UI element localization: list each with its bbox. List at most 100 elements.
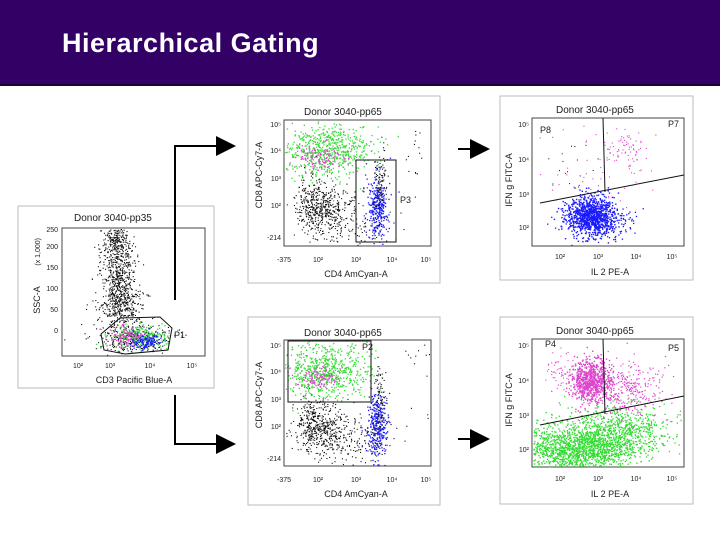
y-tick-label: -214 — [267, 456, 281, 463]
flow-arrows — [174, 136, 490, 454]
y-axis-label: CD8 APC-Cy7-A — [254, 142, 264, 209]
plot-area — [283, 119, 432, 247]
plot-ifn-il2-bottom: Donor 3040-pp65 IFN g FITC-A P4 P5 10² 1… — [499, 316, 694, 505]
x-axis-label: IL 2 PE-A — [591, 489, 629, 499]
x-tick-label: 10⁴ — [145, 363, 156, 370]
plot-cd8-cd4-bottom: Donor 3040-pp65 CD8 APC-Cy7-A P2 -214 10… — [247, 316, 441, 506]
x-tick-label: 10² — [313, 477, 324, 484]
y-axis-label: SSC-A — [32, 286, 42, 314]
gate-threshold-line — [539, 395, 685, 426]
arrow-to-top-plot — [174, 136, 236, 300]
y-tick-label: 10⁵ — [518, 122, 529, 129]
y-tick-labels: -214 10² 10³ 10⁴ 10⁵ — [267, 343, 282, 463]
y-tick-label: 10³ — [271, 397, 282, 404]
gate-label-p4: P4 — [545, 339, 556, 349]
y-axis-label: IFN g FITC-A — [504, 373, 514, 427]
slide-title: Hierarchical Gating — [62, 28, 320, 58]
y-tick-label: 10⁵ — [270, 343, 281, 350]
scatter-dots — [533, 342, 682, 468]
x-tick-label: 10⁴ — [631, 476, 642, 483]
x-axis-label: CD3 Pacific Blue-A — [96, 375, 173, 385]
gate-threshold-line — [539, 174, 685, 204]
y-tick-label: 10² — [271, 203, 282, 210]
y-tick-label: 200 — [46, 244, 58, 251]
scatter-dots — [539, 125, 657, 247]
gate-label-p5: P5 — [668, 343, 679, 353]
gate-rect-p2 — [287, 340, 372, 403]
y-unit-label: (x 1,000) — [35, 238, 42, 266]
gate-label-p1: P1 — [174, 330, 185, 340]
y-tick-label: -214 — [267, 235, 281, 242]
y-tick-label: 10² — [519, 447, 530, 454]
x-axis-label: IL 2 PE-A — [591, 267, 629, 277]
y-tick-label: 10² — [519, 225, 530, 232]
y-tick-labels: 10² 10³ 10⁴ 10⁵ — [518, 343, 529, 454]
x-tick-label: 10² — [555, 476, 566, 483]
x-tick-labels: 10² 10³ 10⁴ 10⁵ — [73, 363, 197, 370]
y-tick-labels: -214 10² 10³ 10⁴ 10⁵ — [267, 122, 282, 242]
gate-label-p7: P7 — [668, 119, 679, 129]
scatter-dots — [64, 229, 187, 356]
plot-title: Donor 3040-pp65 — [556, 105, 634, 116]
x-tick-label: 10² — [73, 363, 84, 370]
y-tick-labels: 0 50 100 150 200 250 — [46, 227, 58, 335]
y-tick-label: 10⁴ — [270, 148, 281, 155]
y-tick-label: 10⁴ — [270, 369, 281, 376]
x-tick-labels: -375 10² 10³ 10⁴ 10⁵ — [277, 477, 431, 484]
y-tick-label: 10⁴ — [518, 378, 529, 385]
x-tick-label: 10⁵ — [187, 363, 198, 370]
y-tick-labels: 10² 10³ 10⁴ 10⁵ — [518, 122, 529, 232]
x-tick-label: 10⁵ — [667, 254, 678, 261]
y-axis-label: CD8 APC-Cy7-A — [254, 362, 264, 429]
x-tick-label: 10² — [313, 257, 324, 264]
plot-title: Donor 3040-pp35 — [74, 213, 152, 224]
x-tick-label: 10² — [555, 254, 566, 261]
x-tick-label: 10⁵ — [421, 257, 432, 264]
plot-title: Donor 3040-pp65 — [304, 107, 382, 118]
plot-ssc-cd3: Donor 3040-pp35 (x 1,000) SSC-A P1 0 50 … — [17, 205, 215, 389]
plot-ifn-il2-top: Donor 3040-pp65 IFN g FITC-A P8 P7 10² 1… — [499, 95, 694, 281]
y-tick-label: 0 — [54, 328, 58, 335]
x-tick-label: 10³ — [351, 477, 362, 484]
x-tick-label: -375 — [277, 477, 291, 484]
plot-area — [531, 117, 685, 247]
gate-divider — [602, 117, 606, 193]
y-tick-label: 10³ — [271, 176, 282, 183]
x-tick-label: 10³ — [105, 363, 116, 370]
y-tick-label: 250 — [46, 227, 58, 234]
y-tick-label: 10⁵ — [518, 343, 529, 350]
x-tick-labels: -375 10² 10³ 10⁴ 10⁵ — [277, 257, 431, 264]
gate-rect-p3 — [355, 159, 397, 243]
plot-cd8-cd4-top: Donor 3040-pp65 CD8 APC-Cy7-A P3 -214 10… — [247, 95, 441, 284]
arrow-to-bottom-plot — [174, 395, 236, 454]
y-tick-label: 10² — [271, 424, 282, 431]
x-axis-label: CD4 AmCyan-A — [324, 489, 388, 499]
x-tick-label: 10³ — [593, 476, 604, 483]
scatter-dots — [285, 341, 430, 467]
x-tick-label: 10⁵ — [421, 477, 432, 484]
x-tick-label: 10³ — [593, 254, 604, 261]
x-tick-labels: 10² 10³ 10⁴ 10⁵ — [555, 476, 677, 483]
y-tick-label: 10³ — [519, 192, 530, 199]
x-axis-label: CD4 AmCyan-A — [324, 269, 388, 279]
gate-divider — [602, 338, 606, 415]
gate-label-p3: P3 — [400, 195, 411, 205]
gate-label-p2: P2 — [362, 342, 373, 352]
y-tick-label: 10⁵ — [270, 122, 281, 129]
plot-title: Donor 3040-pp65 — [556, 326, 634, 337]
y-axis-label: IFN g FITC-A — [504, 153, 514, 207]
x-tick-label: -375 — [277, 257, 291, 264]
x-tick-label: 10⁴ — [631, 254, 642, 261]
x-tick-label: 10³ — [351, 257, 362, 264]
x-tick-label: 10⁴ — [387, 257, 398, 264]
gate-label-p8: P8 — [540, 125, 551, 135]
y-tick-label: 50 — [50, 307, 58, 314]
x-tick-label: 10⁴ — [387, 477, 398, 484]
plot-area — [283, 339, 432, 467]
gate-polygon-p1 — [100, 316, 173, 355]
y-tick-label: 150 — [46, 265, 58, 272]
y-tick-label: 100 — [46, 286, 58, 293]
scatter-dots — [285, 121, 423, 246]
plot-title: Donor 3040-pp65 — [304, 328, 382, 339]
